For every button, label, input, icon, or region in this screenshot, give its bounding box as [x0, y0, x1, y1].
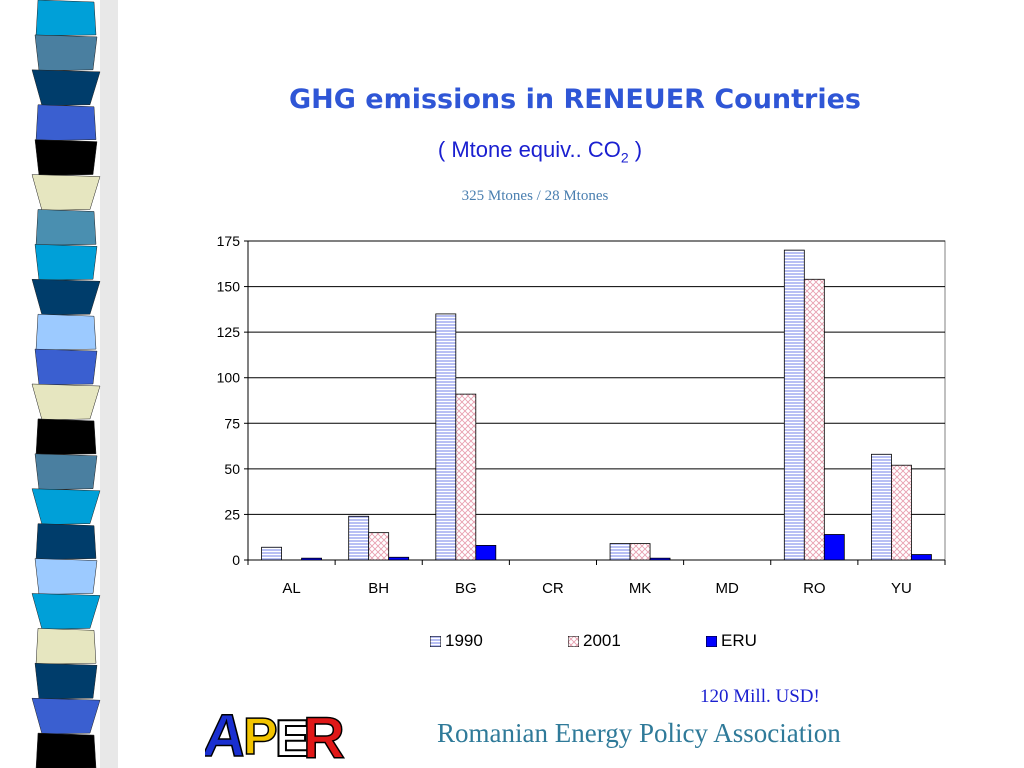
strip-block — [31, 383, 101, 421]
bar-eru-bg — [475, 545, 497, 561]
y-tick-label: 125 — [217, 324, 241, 340]
strip-block — [35, 104, 97, 141]
bar-eru-bh — [388, 556, 410, 561]
strip-block — [34, 558, 98, 595]
legend-swatch-2001 — [568, 635, 579, 647]
bar-2001-bh — [368, 532, 390, 561]
legend-label-1990: 1990 — [445, 631, 483, 650]
decorative-color-strip — [0, 0, 120, 768]
strip-block — [35, 418, 97, 456]
strip-block — [35, 732, 97, 768]
bar-eru-al — [301, 557, 322, 561]
association-name: Romanian Energy Policy Association — [437, 718, 841, 748]
bar-1990-ro — [783, 249, 805, 561]
chart-legend: 1990 2001 ERU — [425, 628, 825, 654]
funding-note: 120 Mill. USD! — [700, 686, 820, 707]
legend-item-2001: 2001 — [568, 628, 621, 654]
strip-block — [31, 174, 101, 211]
bar-1990-mk — [609, 543, 631, 561]
strip-block — [35, 209, 97, 246]
legend-item-eru: ERU — [706, 628, 757, 654]
strip-block — [31, 279, 101, 316]
x-tick-label: AL — [282, 580, 300, 597]
x-tick-label: YU — [891, 580, 912, 597]
plot-area — [247, 240, 946, 561]
x-tick-label: MK — [629, 580, 652, 597]
bar-eru-ro — [823, 534, 845, 561]
bar-1990-bg — [435, 313, 457, 561]
bar-2001-yu — [891, 464, 912, 561]
strip-block — [35, 0, 97, 37]
subtitle-end: ) — [628, 137, 643, 162]
x-tick-label: BH — [368, 580, 389, 597]
strip-block — [31, 488, 101, 525]
strip-block — [35, 523, 97, 560]
strip-block — [31, 593, 101, 630]
y-tick-label: 0 — [232, 552, 240, 568]
x-tick-label: MD — [716, 580, 739, 597]
svg-text:A: A — [205, 702, 250, 762]
subtitle-subscript: 2 — [620, 149, 629, 166]
y-tick-label: 25 — [224, 506, 240, 522]
bar-eru-mk — [649, 557, 671, 561]
slide-subtitle: ( Mtone equiv.. CO2 ) — [160, 137, 920, 165]
x-tick-label: RO — [803, 580, 826, 597]
slide-title: GHG emissions in RENEUER Countries — [288, 84, 862, 115]
strip-block — [34, 139, 98, 176]
bar-chart: 0 25 50 75 100 125 150 175 AL BH BG CR MK MD RO YU — [217, 233, 946, 597]
strip-block — [34, 34, 98, 72]
y-tick-label: 50 — [224, 461, 240, 477]
bar-2001-ro — [803, 278, 825, 561]
y-tick-label: 175 — [217, 233, 241, 249]
strip-block — [34, 244, 98, 281]
bar-2001-mk — [629, 543, 651, 561]
legend-item-1990: 1990 — [430, 628, 483, 654]
strip-block — [34, 348, 98, 386]
legend-swatch-1990 — [430, 635, 441, 647]
subtitle-text: ( Mtone equiv.. CO — [437, 137, 621, 162]
bar-eru-yu — [911, 554, 932, 561]
strip-block — [35, 628, 97, 665]
emissions-note: 325 Mtones / 28 Mtones — [461, 188, 609, 204]
legend-label-eru: ERU — [721, 631, 757, 650]
aper-logo: A P E R — [205, 701, 345, 762]
x-tick-label: CR — [542, 580, 564, 597]
legend-label-2001: 2001 — [583, 631, 621, 650]
strip-block — [31, 69, 101, 106]
svg-text:R: R — [303, 706, 345, 762]
strip-shadow — [100, 0, 118, 768]
strip-block — [34, 453, 98, 490]
svg-text:E: E — [275, 710, 310, 762]
legend-swatch-eru — [706, 635, 717, 647]
svg-text:P: P — [243, 708, 278, 762]
bar-1990-yu — [871, 453, 892, 561]
y-tick-label: 150 — [217, 279, 241, 295]
bar-1990-al — [261, 546, 282, 561]
strip-block — [34, 663, 98, 700]
strip-block — [31, 697, 101, 735]
y-tick-label: 75 — [224, 415, 240, 431]
strip-block — [35, 313, 97, 351]
bar-2001-bg — [455, 393, 477, 561]
y-tick-label: 100 — [217, 370, 241, 386]
x-tick-label: BG — [455, 580, 477, 597]
bar-1990-bh — [348, 515, 370, 561]
